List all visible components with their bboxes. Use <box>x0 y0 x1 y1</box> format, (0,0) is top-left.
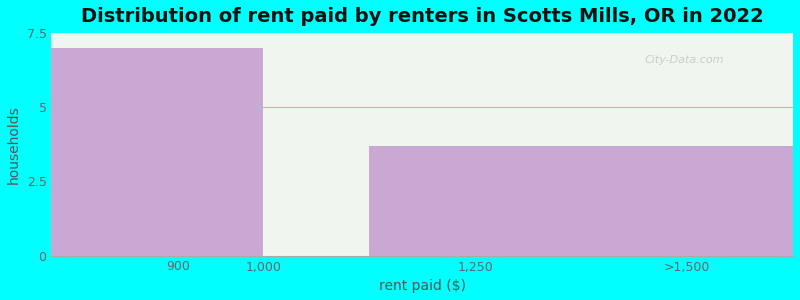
Bar <box>581 146 793 256</box>
Bar <box>51 48 263 256</box>
Title: Distribution of rent paid by renters in Scotts Mills, OR in 2022: Distribution of rent paid by renters in … <box>81 7 763 26</box>
X-axis label: rent paid ($): rent paid ($) <box>378 279 466 293</box>
Y-axis label: households: households <box>7 105 21 184</box>
Bar <box>370 146 581 256</box>
Text: City-Data.com: City-Data.com <box>645 55 724 65</box>
